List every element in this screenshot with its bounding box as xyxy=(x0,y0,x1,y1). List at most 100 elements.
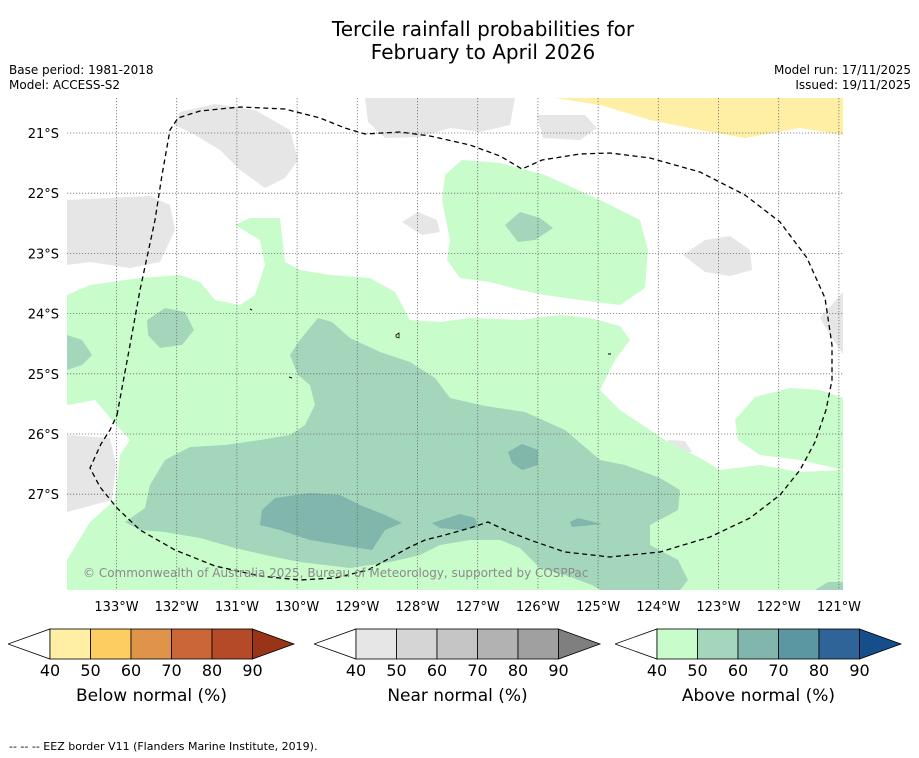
above-normal-area-60-70-1 xyxy=(260,493,402,550)
above-band-60-70 xyxy=(737,628,779,660)
above-band-70-80 xyxy=(778,628,820,660)
below-tick-50: 50 xyxy=(80,661,101,680)
below-tick-40: 40 xyxy=(39,661,61,680)
near-normal-area-5 xyxy=(402,212,440,235)
lat-label: 21°S xyxy=(28,127,59,142)
above-normal-area-50-60-se xyxy=(815,582,843,590)
near-arrow-left xyxy=(314,628,357,660)
lon-label: 132°W xyxy=(155,600,199,615)
lat-label: 27°S xyxy=(28,488,59,503)
below-tick-60: 60 xyxy=(120,661,142,680)
below-tick-90: 90 xyxy=(242,661,263,680)
colorbar-above-normal xyxy=(615,628,903,660)
colorbar-near-normal xyxy=(314,628,602,660)
near-normal-label: Near normal (%) xyxy=(387,686,528,706)
below-band-50-60 xyxy=(90,628,132,660)
above-normal-area-east xyxy=(735,388,843,470)
colorbar-below-normal xyxy=(8,628,296,660)
meta-left: Base period: 1981-2018 Model: ACCESS-S2 xyxy=(9,63,154,93)
above-tick-70: 70 xyxy=(768,661,789,680)
lon-label: 121°W xyxy=(817,600,861,615)
above-tick-80: 80 xyxy=(808,661,830,680)
below-arrow-right xyxy=(252,628,296,660)
near-normal-area-6 xyxy=(683,236,752,276)
near-normal-area-8 xyxy=(67,435,116,512)
below-tick-70: 70 xyxy=(161,661,182,680)
below-normal-label: Below normal (%) xyxy=(76,686,227,706)
lon-label: 126°W xyxy=(516,600,560,615)
below-normal-area xyxy=(555,98,843,138)
gridlines xyxy=(67,98,843,590)
lon-label: 128°W xyxy=(395,600,439,615)
below-band-60-70 xyxy=(130,628,172,660)
lon-label: 123°W xyxy=(696,600,740,615)
lat-label: 25°S xyxy=(28,368,59,383)
contour-speck-3 xyxy=(288,376,293,379)
above-band-80-90 xyxy=(818,628,860,660)
near-normal-area-2 xyxy=(67,196,175,268)
lon-label: 130°W xyxy=(275,600,319,615)
near-tick-90: 90 xyxy=(548,661,569,680)
lon-label: 129°W xyxy=(335,600,379,615)
near-band-40-50 xyxy=(355,628,397,660)
above-arrow-right xyxy=(859,628,903,660)
near-tick-40: 40 xyxy=(345,661,367,680)
meta-right: Model run: 17/11/2025 Issued: 19/11/2025 xyxy=(774,63,911,93)
near-tick-50: 50 xyxy=(386,661,407,680)
map-fill-layer xyxy=(67,98,843,590)
lon-label: 127°W xyxy=(456,600,500,615)
probability-map: © Commonwealth of Australia 2025, Bureau… xyxy=(28,98,861,615)
eez-border xyxy=(89,106,833,581)
lon-label: 133°W xyxy=(94,600,138,615)
issued-date: Issued: 19/11/2025 xyxy=(795,78,911,92)
above-normal-area-60-70-3 xyxy=(508,444,538,470)
title-line-2: February to April 2026 xyxy=(370,40,596,64)
near-tick-70: 70 xyxy=(467,661,488,680)
lat-label: 26°S xyxy=(28,428,59,443)
above-band-40-50 xyxy=(656,628,698,660)
contour-speck-1 xyxy=(395,332,400,339)
lon-label: 131°W xyxy=(215,600,259,615)
near-band-50-60 xyxy=(396,628,438,660)
near-tick-60: 60 xyxy=(426,661,448,680)
lat-label: 23°S xyxy=(28,247,59,262)
lat-label: 22°S xyxy=(28,187,59,202)
above-normal-area-60-70-4 xyxy=(570,518,602,527)
base-period: Base period: 1981-2018 xyxy=(9,63,154,77)
contour-speck-4 xyxy=(249,308,253,311)
lon-label: 122°W xyxy=(757,600,801,615)
near-tick-80: 80 xyxy=(507,661,529,680)
footer-note: -- -- -- EEZ border V11 (Flanders Marine… xyxy=(9,740,318,753)
latitude-labels: 21°S 22°S 23°S 24°S 25°S 26°S 27°S xyxy=(28,127,59,503)
above-band-50-60 xyxy=(697,628,739,660)
model-run: Model run: 17/11/2025 xyxy=(773,63,911,77)
above-tick-50: 50 xyxy=(687,661,708,680)
above-normal-area-50-60-west xyxy=(147,308,194,348)
above-normal-label: Above normal (%) xyxy=(681,686,836,706)
above-normal-area-60-70-2 xyxy=(432,514,478,530)
above-normal-area-50-60-north xyxy=(505,212,553,242)
longitude-labels: 133°W 132°W 131°W 130°W 129°W 128°W 127°W 126°W… xyxy=(94,600,861,615)
lon-label: 125°W xyxy=(576,600,620,615)
near-normal-area-7 xyxy=(820,292,843,354)
below-tick-80: 80 xyxy=(201,661,223,680)
lon-label: 124°W xyxy=(636,600,680,615)
above-tick-40: 40 xyxy=(646,661,668,680)
above-arrow-left xyxy=(615,628,658,660)
title-line-1: Tercile rainfall probabilities for xyxy=(331,17,635,41)
near-arrow-right xyxy=(558,628,602,660)
below-band-70-80 xyxy=(171,628,213,660)
below-band-80-90 xyxy=(211,628,253,660)
model-name: Model: ACCESS-S2 xyxy=(9,78,121,92)
below-band-40-50 xyxy=(49,628,91,660)
below-arrow-left xyxy=(8,628,51,660)
near-band-60-70 xyxy=(436,628,478,660)
lat-label: 24°S xyxy=(28,308,59,323)
above-tick-60: 60 xyxy=(727,661,749,680)
white-hole-1 xyxy=(222,285,228,297)
near-band-70-80 xyxy=(477,628,519,660)
copyright-text: © Commonwealth of Australia 2025, Bureau… xyxy=(83,566,588,580)
near-normal-area-4 xyxy=(537,115,597,140)
near-band-80-90 xyxy=(517,628,559,660)
above-tick-90: 90 xyxy=(849,661,870,680)
